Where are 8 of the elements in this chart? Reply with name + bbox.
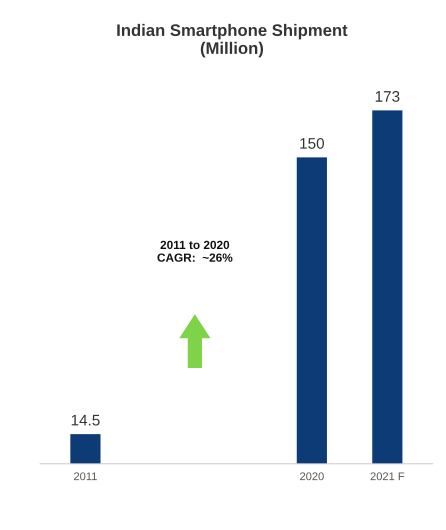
data-label: 150 [300, 138, 324, 149]
data-label: 173 [376, 91, 400, 102]
chart-title: Indian Smartphone Shipment (Million) [117, 24, 348, 58]
x-tick-label: 2021 F [370, 472, 404, 480]
x-tick-label: 2020 [300, 472, 324, 480]
x-tick-label: 2011 [74, 472, 97, 480]
annotation: 2011 to 2020 CAGR: ~26% [157, 240, 232, 262]
data-label: 14.5 [72, 414, 100, 426]
